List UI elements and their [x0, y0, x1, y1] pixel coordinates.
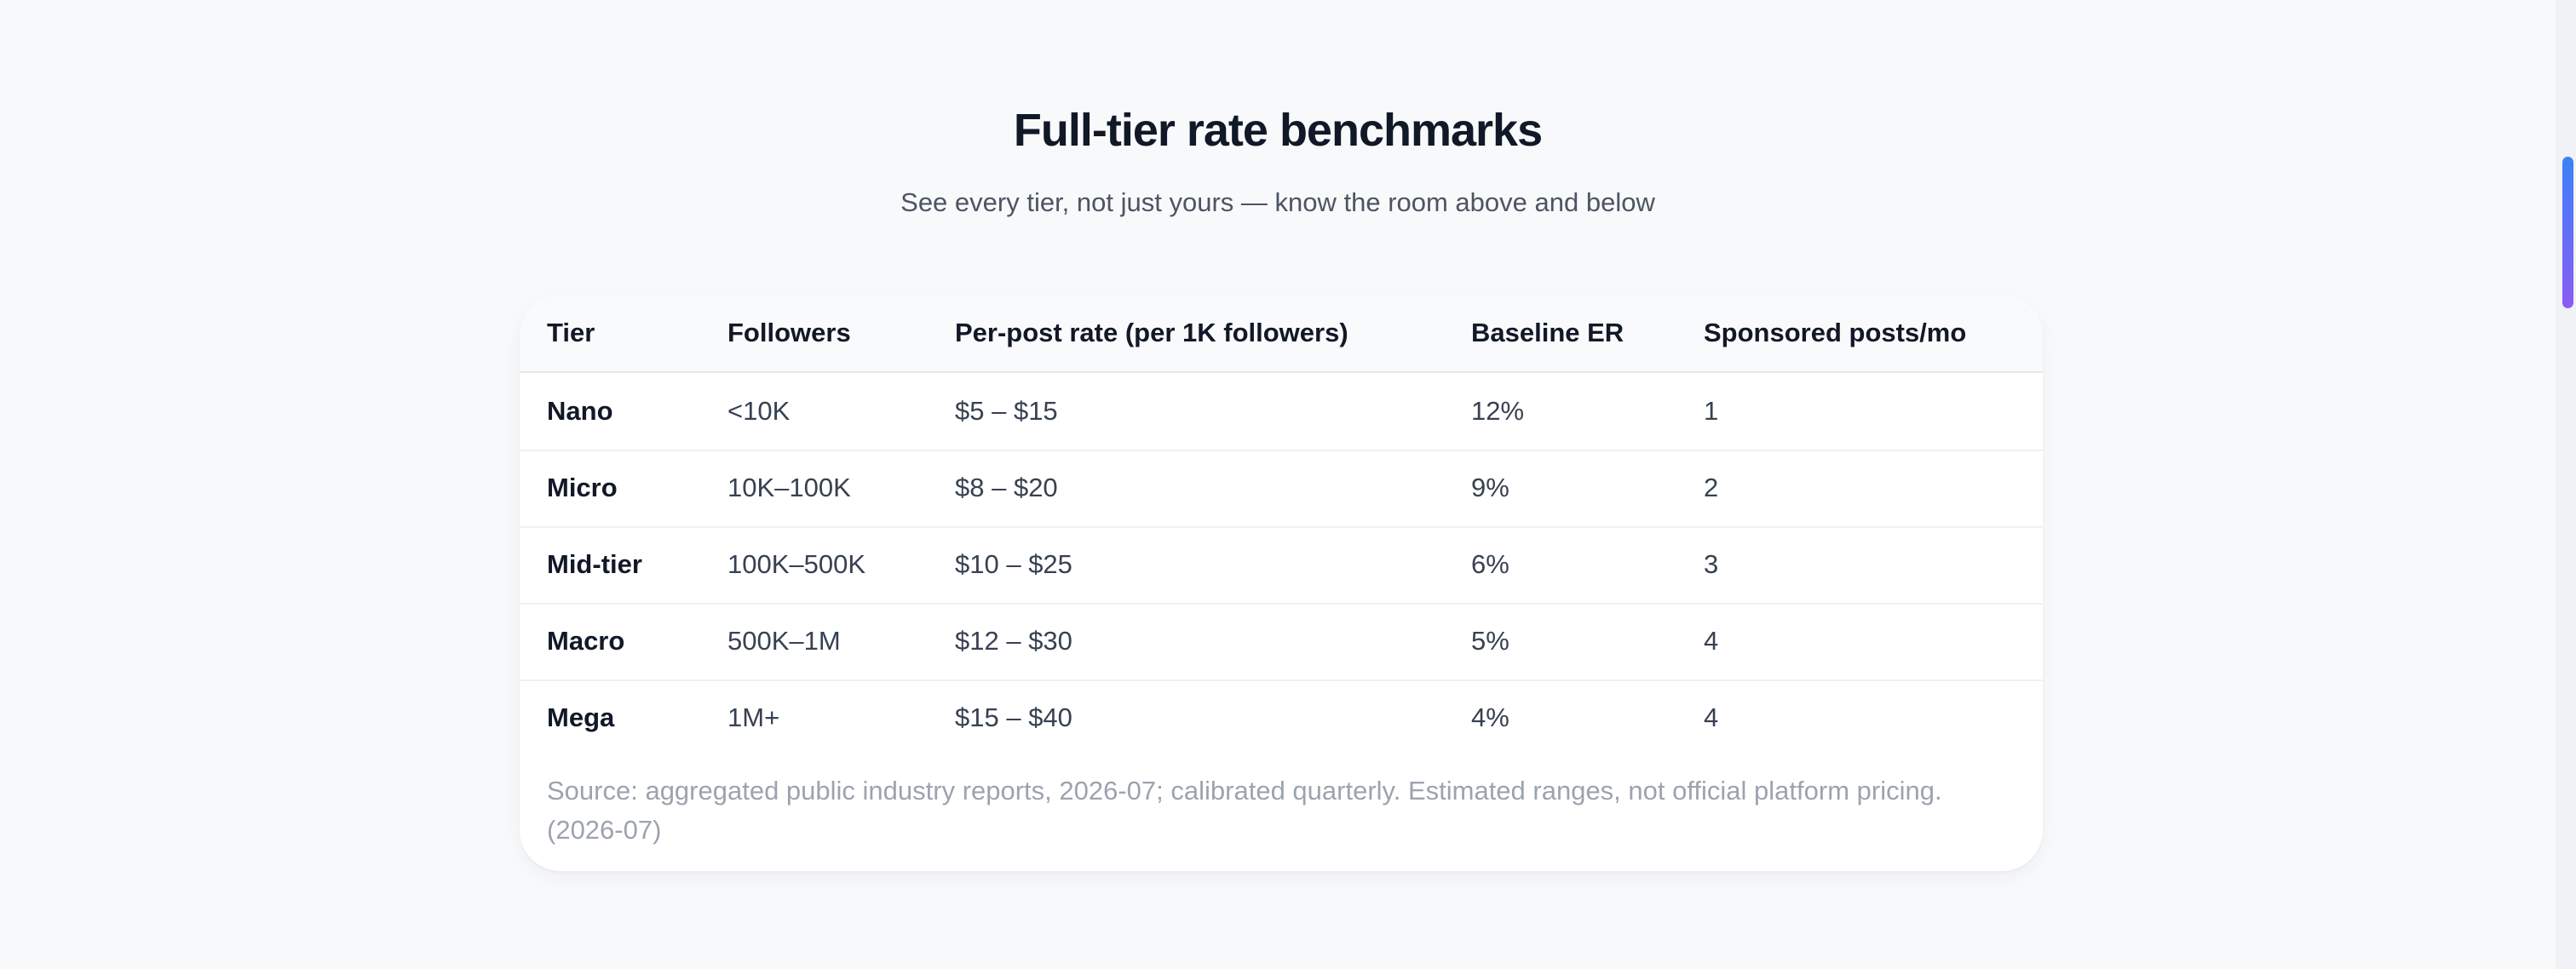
header-per-post-rate: Per-post rate (per 1K followers) — [955, 318, 1348, 347]
table-row: Mid-tier 100K–500K $10 – $25 6% 3 — [520, 526, 2043, 605]
benchmarks-table-card: Tier Followers Per-post rate (per 1K fol… — [520, 295, 2043, 871]
followers-cell: 500K–1M — [727, 626, 841, 656]
header-baseline-er: Baseline ER — [1471, 318, 1624, 347]
tier-cell: Micro — [547, 473, 618, 502]
rate-cell: $12 – $30 — [955, 626, 1072, 656]
er-cell: 12% — [1471, 396, 1525, 426]
page-title: Full-tier rate benchmarks — [1013, 105, 1543, 156]
table-row: Macro 500K–1M $12 – $30 5% 4 — [520, 603, 2043, 681]
sponsored-posts-cell: 4 — [1704, 702, 1719, 732]
rate-cell: $8 – $20 — [955, 473, 1058, 502]
header-followers: Followers — [727, 318, 851, 347]
tier-cell: Macro — [547, 626, 625, 656]
er-cell: 5% — [1471, 626, 1509, 656]
table-row: Mega 1M+ $15 – $40 4% 4 — [520, 679, 2043, 756]
table-header-row: Tier Followers Per-post rate (per 1K fol… — [520, 295, 2043, 373]
header-sponsored-posts: Sponsored posts/mo — [1704, 318, 1967, 347]
table-row: Nano <10K $5 – $15 12% 1 — [520, 373, 2043, 451]
followers-cell: 10K–100K — [727, 473, 851, 502]
er-cell: 6% — [1471, 549, 1509, 579]
table-row: Micro 10K–100K $8 – $20 9% 2 — [520, 450, 2043, 528]
tier-cell: Mid-tier — [547, 549, 642, 579]
followers-cell: 100K–500K — [727, 549, 866, 579]
page-subtitle: See every tier, not just yours — know th… — [900, 187, 1655, 217]
tier-cell: Mega — [547, 702, 615, 732]
page-scrollbar-thumb[interactable] — [2562, 157, 2573, 308]
sponsored-posts-cell: 3 — [1704, 549, 1719, 579]
followers-cell: 1M+ — [727, 702, 780, 732]
er-cell: 4% — [1471, 702, 1509, 732]
header-tier: Tier — [547, 318, 595, 347]
rate-cell: $10 – $25 — [955, 549, 1072, 579]
rate-cell: $15 – $40 — [955, 702, 1072, 732]
er-cell: 9% — [1471, 473, 1509, 502]
sponsored-posts-cell: 2 — [1704, 473, 1719, 502]
rate-cell: $5 – $15 — [955, 396, 1058, 426]
sponsored-posts-cell: 4 — [1704, 626, 1719, 656]
followers-cell: <10K — [727, 396, 791, 426]
source-note: Source: aggregated public industry repor… — [547, 776, 1942, 845]
tier-cell: Nano — [547, 396, 613, 426]
sponsored-posts-cell: 1 — [1704, 396, 1719, 426]
page-scrollbar-track[interactable] — [2556, 0, 2576, 969]
